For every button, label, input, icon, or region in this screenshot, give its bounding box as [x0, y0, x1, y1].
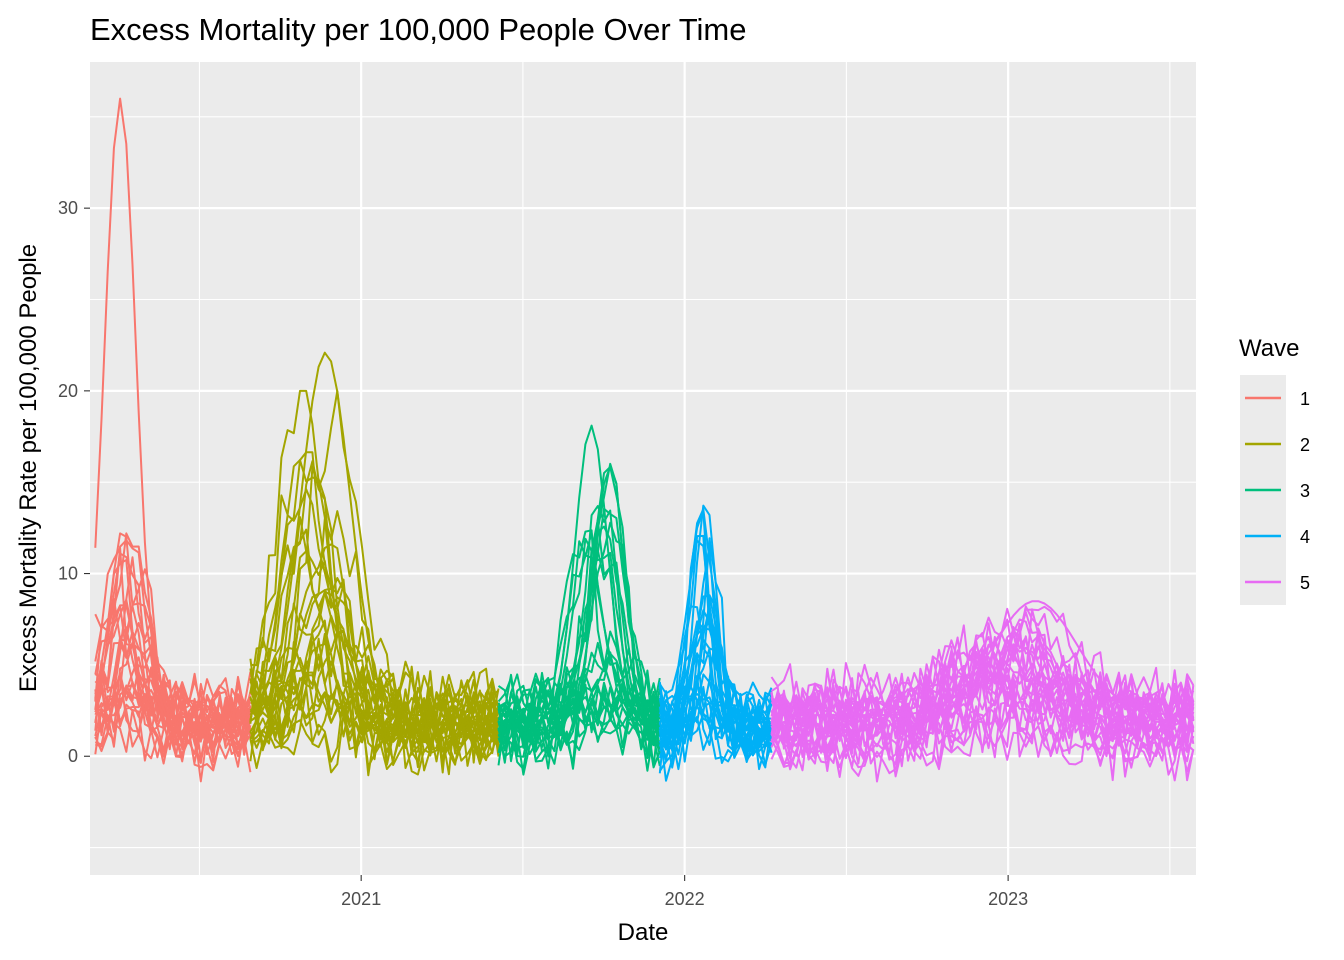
legend-label-wave-2: 2 [1300, 435, 1310, 455]
y-tick-label: 0 [68, 746, 78, 766]
y-axis: 0 10 20 30 [58, 198, 90, 766]
legend-label-wave-1: 1 [1300, 389, 1310, 409]
series-line-wave-1 [94, 622, 252, 770]
series-wave-1 [94, 97, 252, 783]
chart-title: Excess Mortality per 100,000 People Over… [90, 12, 746, 47]
series-line-wave-2 [250, 451, 500, 743]
series-wave-5 [770, 600, 1195, 783]
series-line-wave-4 [658, 609, 773, 743]
grid-minor [90, 62, 1196, 875]
legend-label-wave-3: 3 [1300, 481, 1310, 501]
series-line-wave-4 [658, 539, 772, 725]
series-wave-2 [249, 351, 500, 777]
series-line-wave-4 [659, 647, 773, 746]
series-line-wave-3 [497, 518, 661, 723]
y-axis-title: Excess Mortality Rate per 100,000 People [15, 244, 42, 692]
series-layer [94, 97, 1195, 783]
series-line-wave-5 [770, 671, 1195, 754]
legend-label-wave-4: 4 [1300, 527, 1310, 547]
series-line-wave-1 [94, 691, 252, 753]
series-line-wave-2 [249, 686, 500, 774]
legend-items: 1 2 3 4 5 [1245, 389, 1310, 593]
y-tick-label: 20 [58, 381, 78, 401]
series-line-wave-1 [94, 552, 252, 749]
series-wave-3 [497, 424, 661, 776]
y-tick-label: 30 [58, 198, 78, 218]
series-line-wave-2 [249, 590, 500, 776]
series-line-wave-4 [659, 683, 773, 759]
x-tick-label: 2021 [341, 889, 381, 909]
x-axis: 2021 2022 2023 [341, 875, 1028, 909]
series-line-wave-3 [497, 699, 661, 776]
series-wave-4 [658, 504, 773, 782]
series-line-wave-2 [249, 578, 500, 734]
series-line-wave-3 [497, 686, 661, 768]
x-axis-title: Date [618, 919, 669, 946]
series-line-wave-2 [249, 550, 500, 756]
legend: Wave 1 2 3 4 5 [1239, 335, 1310, 605]
x-tick-label: 2023 [988, 889, 1028, 909]
legend-title: Wave [1239, 335, 1299, 362]
series-line-wave-2 [249, 653, 500, 748]
series-line-wave-1 [94, 648, 252, 755]
series-line-wave-1 [94, 684, 252, 743]
legend-label-wave-5: 5 [1300, 573, 1310, 593]
series-line-wave-5 [770, 679, 1195, 769]
y-tick-label: 10 [58, 564, 78, 584]
x-tick-label: 2022 [665, 889, 705, 909]
series-line-wave-3 [497, 540, 661, 746]
plot-panel [90, 62, 1196, 875]
series-line-wave-5 [770, 608, 1195, 758]
series-line-wave-4 [658, 604, 773, 766]
